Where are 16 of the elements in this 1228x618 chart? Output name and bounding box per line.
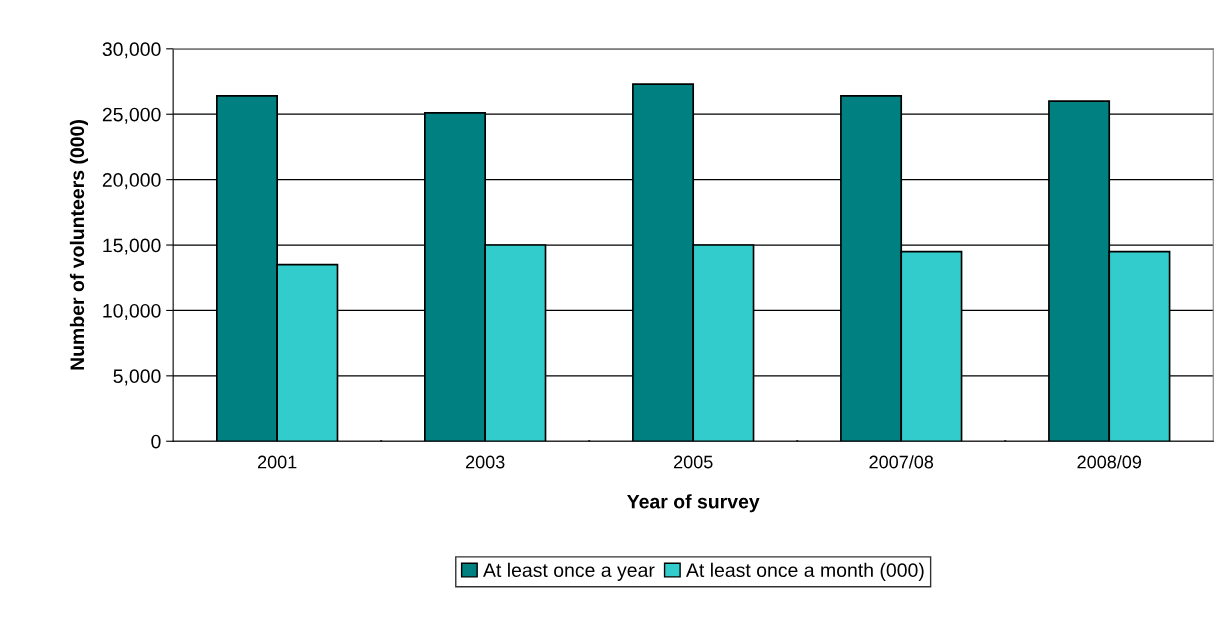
- y-tick-label: 15,000: [103, 238, 161, 255]
- y-tick-label: 30,000: [102, 42, 161, 59]
- x-axis-title: Year of survey: [627, 494, 760, 513]
- x-tick-label: 2003: [466, 455, 505, 469]
- y-tick-label: 0: [151, 434, 161, 449]
- x-tick-label: 2001: [257, 455, 297, 469]
- x-tick-label: 2005: [674, 455, 713, 469]
- y-tick-label: 10,000: [103, 303, 161, 320]
- y-tick-label: 25,000: [102, 107, 161, 124]
- x-tick-label: 2007/08: [869, 455, 934, 469]
- y-tick-label: 20,000: [102, 173, 161, 190]
- y-tick-label: 5,000: [113, 369, 161, 386]
- legend-label: At least once a month (000): [685, 562, 924, 581]
- y-axis-title: Number of volunteers (000): [69, 120, 88, 370]
- legend-label: At least once a year: [483, 562, 655, 581]
- x-tick-label: 2008/09: [1077, 455, 1142, 469]
